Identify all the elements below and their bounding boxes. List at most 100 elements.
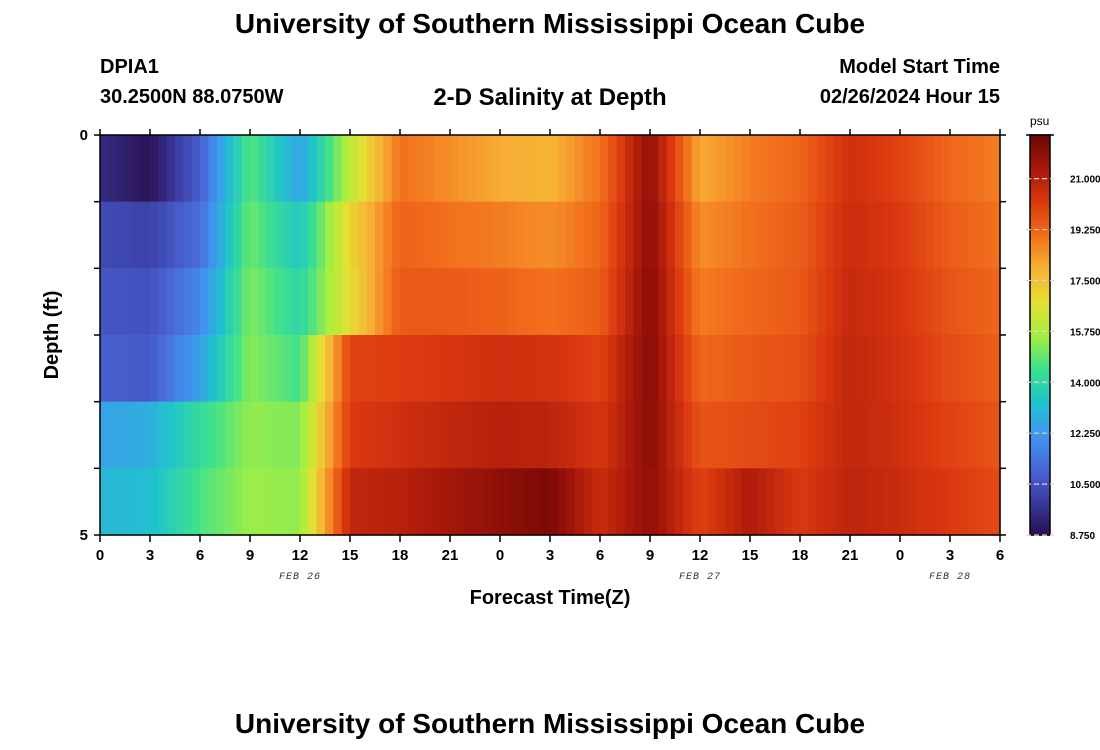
heatmap-cell (500, 401, 509, 469)
heatmap-cell (166, 401, 176, 469)
heatmap-cell (925, 268, 934, 336)
heatmap-cell (291, 401, 301, 469)
heatmap-cell (275, 268, 284, 336)
heatmap-cell (100, 201, 109, 269)
heatmap-cell (658, 401, 668, 469)
heatmap-cell (308, 335, 318, 403)
heatmap-cell (175, 335, 184, 403)
heatmap-cell (866, 401, 876, 469)
heatmap-cell (775, 335, 784, 403)
heatmap-cell (900, 468, 909, 536)
heatmap-cell (558, 468, 568, 536)
heatmap-cell (191, 268, 201, 336)
heatmap-cell (350, 201, 359, 269)
heatmap-cell (941, 268, 951, 336)
heatmap-cell (300, 201, 309, 269)
colorbar-segment (1030, 191, 1050, 196)
heatmap-cell (833, 335, 843, 403)
x-axis-ticks: 0 3 6 9 12 15 18 21 0 3 6 9 12 15 18 21 0 3 6 (96, 129, 1004, 564)
y-tick-label: 0 (80, 127, 88, 144)
heatmap-cell (341, 468, 351, 536)
x-tick-label: 6 (996, 547, 1004, 564)
heatmap-cell (633, 268, 643, 336)
heatmap-cell (675, 468, 684, 536)
heatmap-cell (691, 468, 701, 536)
heatmap-cell (808, 135, 818, 203)
heatmap-cell (516, 401, 526, 469)
heatmap-cell (600, 468, 609, 536)
heatmap-cell (225, 135, 234, 203)
heatmap-cell (325, 201, 334, 269)
heatmap-cell (283, 268, 293, 336)
heatmap-cell (575, 401, 584, 469)
heatmap-cell (883, 201, 893, 269)
heatmap-cell (900, 401, 909, 469)
heatmap-cell (108, 135, 118, 203)
heatmap-cell (825, 401, 834, 469)
heatmap-cell (650, 401, 659, 469)
heatmap-cell (100, 135, 109, 203)
heatmap-cell (583, 401, 593, 469)
heatmap-cell (641, 201, 651, 269)
heatmap-cell (533, 268, 543, 336)
heatmap-cell (641, 135, 651, 203)
heatmap-cell (591, 335, 601, 403)
heatmap-cell (358, 468, 368, 536)
colorbar-segment (1030, 255, 1050, 259)
heatmap-cell (375, 468, 384, 536)
heatmap-cell (541, 401, 551, 469)
heatmap-cell (833, 135, 843, 203)
colorbar-segment (1030, 268, 1050, 273)
heatmap-cell (741, 401, 751, 469)
colorbar-segment (1030, 245, 1050, 249)
colorbar-segment (1030, 201, 1050, 206)
heatmap-cell (158, 201, 168, 269)
heatmap-cell (733, 135, 743, 203)
heatmap-cell (750, 468, 759, 536)
heatmap-cell (541, 201, 551, 269)
colorbar-segment (1030, 421, 1050, 426)
heatmap-cell (491, 201, 501, 269)
heatmap-cell (375, 335, 384, 403)
heatmap-cell (116, 268, 126, 336)
heatmap-cell (608, 135, 618, 203)
heatmap-cell (250, 135, 259, 203)
heatmap-cell (375, 401, 384, 469)
heatmap-cell (550, 268, 559, 336)
heatmap-cell (616, 401, 626, 469)
heatmap-cell (850, 201, 859, 269)
heatmap-cell (400, 135, 409, 203)
heatmap-cell (125, 201, 134, 269)
colorbar-segment (1030, 335, 1050, 339)
heatmap-cell (633, 335, 643, 403)
heatmap-cell (650, 335, 659, 403)
colorbar-segment (1030, 328, 1050, 333)
heatmap-cell (758, 201, 768, 269)
heatmap-cell (708, 335, 718, 403)
heatmap-cell (491, 468, 501, 536)
heatmap-cell (766, 401, 776, 469)
colorbar-segment (1030, 361, 1050, 366)
heatmap-cell (725, 201, 734, 269)
colorbar-segment (1030, 508, 1050, 513)
heatmap-cell (225, 401, 234, 469)
x-tick-label: 6 (196, 547, 204, 564)
colorbar-segment (1030, 415, 1050, 419)
heatmap-cell (983, 135, 993, 203)
heatmap-cell (608, 201, 618, 269)
heatmap-cell (441, 268, 451, 336)
heatmap-cell (941, 201, 951, 269)
x-tick-label: 0 (96, 547, 104, 564)
heatmap-cell (291, 135, 301, 203)
colorbar-segment (1030, 315, 1050, 319)
heatmap-cell (466, 401, 476, 469)
heatmap-cell (700, 401, 709, 469)
heatmap-cell (475, 401, 484, 469)
colorbar-tick-label: 8.750 (1070, 531, 1095, 542)
heatmap-cell (275, 335, 284, 403)
heatmap-cell (266, 335, 276, 403)
heatmap-cell (108, 468, 118, 536)
heatmap-cell (341, 201, 351, 269)
heatmap-cell (216, 135, 226, 203)
heatmap-cell (716, 135, 726, 203)
